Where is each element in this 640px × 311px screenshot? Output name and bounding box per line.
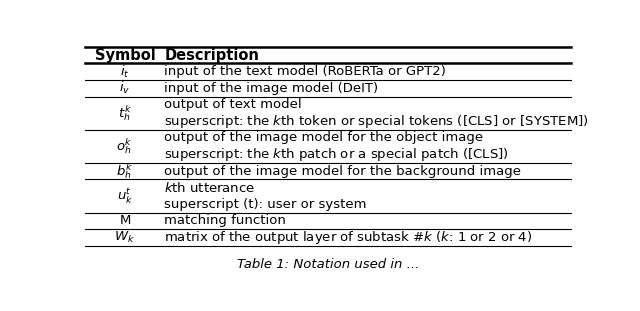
Text: superscript: the $k$th token or special tokens ([CLS] or [SYSTEM]): superscript: the $k$th token or special … — [164, 113, 589, 130]
Text: $o_h^k$: $o_h^k$ — [116, 137, 133, 156]
Text: output of the image model for the object image: output of the image model for the object… — [164, 132, 483, 145]
Text: superscript: the $k$th patch or a special patch ([CLS]): superscript: the $k$th patch or a specia… — [164, 146, 509, 163]
Text: input of the image model (DeIT): input of the image model (DeIT) — [164, 82, 378, 95]
Text: $b_h^k$: $b_h^k$ — [116, 161, 133, 181]
Text: output of text model: output of text model — [164, 98, 302, 111]
Text: $\mathrm{M}$: $\mathrm{M}$ — [118, 214, 131, 227]
Text: $t_h^k$: $t_h^k$ — [118, 103, 131, 123]
Text: output of the image model for the background image: output of the image model for the backgr… — [164, 165, 522, 178]
Text: superscript (t): user or system: superscript (t): user or system — [164, 198, 367, 211]
Text: Description: Description — [164, 48, 259, 63]
Text: $i_v$: $i_v$ — [119, 80, 131, 96]
Text: Symbol: Symbol — [95, 48, 156, 63]
Text: matrix of the output layer of subtask #$k$ ($k$: 1 or 2 or 4): matrix of the output layer of subtask #$… — [164, 229, 532, 246]
Text: $i_t$: $i_t$ — [120, 64, 129, 80]
Text: $W_k$: $W_k$ — [115, 230, 135, 245]
Text: $u_k^t$: $u_k^t$ — [116, 186, 132, 206]
Text: matching function: matching function — [164, 214, 286, 227]
Text: Table 1: Notation used in ...: Table 1: Notation used in ... — [237, 258, 419, 271]
Text: input of the text model (RoBERTa or GPT2): input of the text model (RoBERTa or GPT2… — [164, 65, 446, 78]
Text: $k$th utterance: $k$th utterance — [164, 181, 255, 195]
